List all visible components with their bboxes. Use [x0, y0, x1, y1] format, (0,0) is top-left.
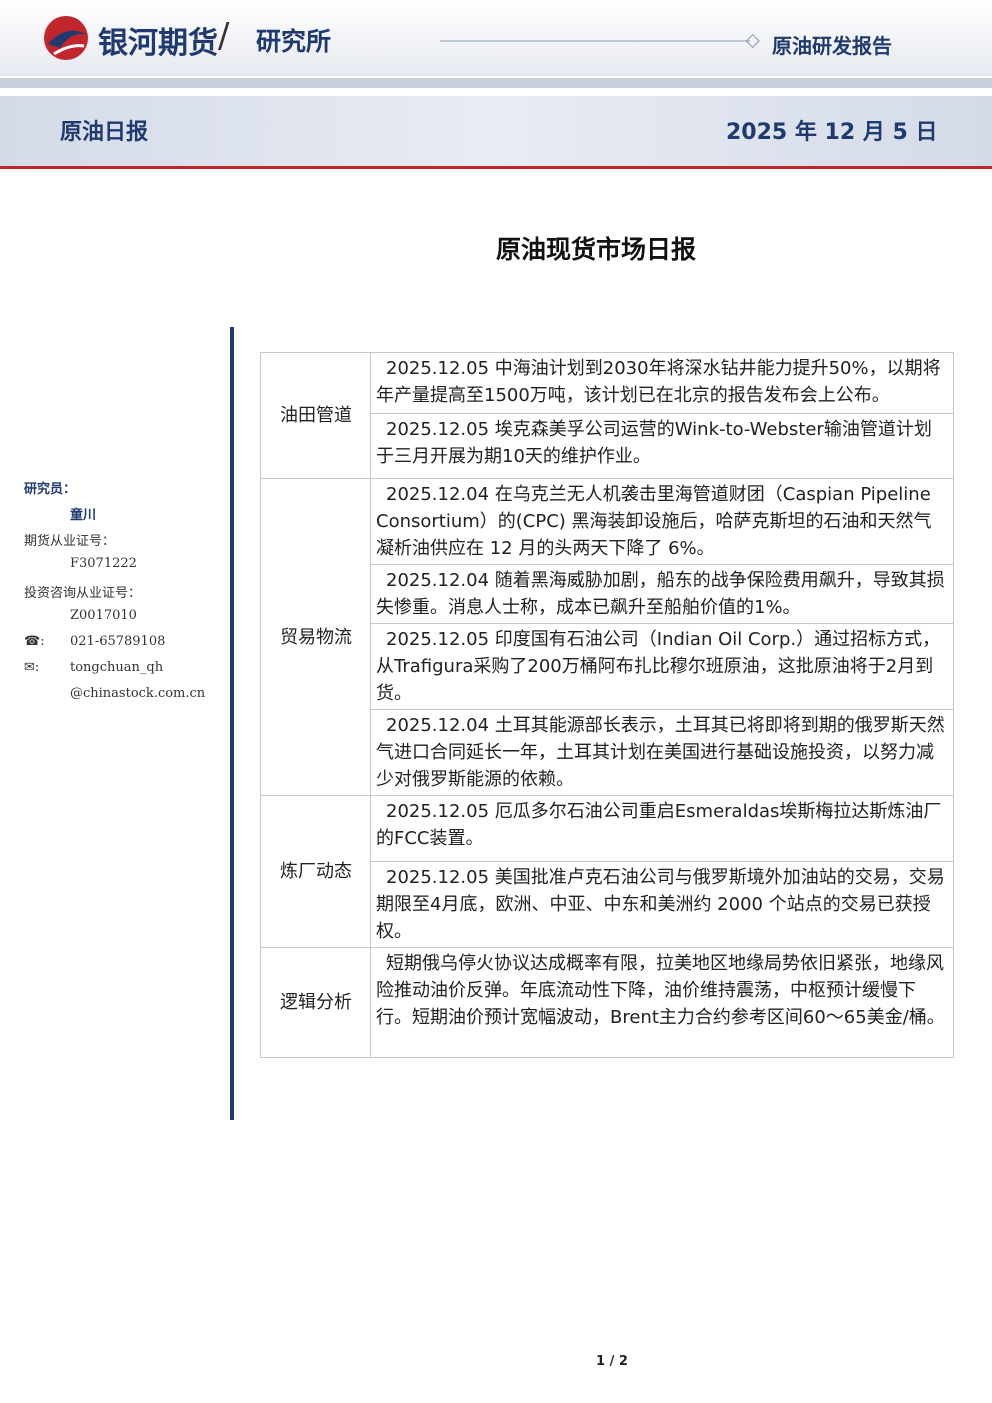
- logo: [44, 16, 88, 60]
- sidebar-line: 021-65789108: [70, 634, 166, 649]
- sidebar-line: 期货从业证号：: [24, 534, 116, 549]
- news-table: 油田管道 2025.12.05 中海油计划到2030年将深水钻井能力提升50%，以…: [260, 352, 954, 1058]
- category-cell: 炼厂动态: [260, 795, 371, 948]
- sidebar-line: 研究员：: [24, 482, 77, 497]
- item-cell: 2025.12.04 在乌克兰无人机袭击里海管道财团（Caspian Pipel…: [370, 478, 954, 565]
- item-cell: 2025.12.05 印度国有石油公司（Indian Oil Corp.）通过招…: [370, 623, 954, 710]
- table-row: 2025.12.04 随着黑海威胁加剧，船东的战争保险费用飙升，导致其损失惨重。…: [261, 564, 954, 624]
- item-cell: 短期俄乌停火协议达成概率有限，拉美地区地缘局势依旧紧张，地缘风险推动油价反弹。年…: [370, 947, 954, 1058]
- table-row: 炼厂动态 2025.12.05 厄瓜多尔石油公司重启Esmeraldas埃斯梅拉达…: [260, 795, 954, 948]
- sidebar-line: Z0017010: [70, 608, 137, 623]
- table-row: 2025.12.04 土耳其能源部长表示，土耳其已将即将到期的俄罗斯天然气进口合…: [261, 709, 954, 796]
- brand: 银河期货: [98, 26, 218, 61]
- item-cell: 2025.12.05 美国批准卢克石油公司与俄罗斯境外加油站的交易，交易期限至4…: [370, 861, 954, 948]
- sidebar-line: 投资咨询从业证号：: [24, 586, 142, 601]
- item-cell: 2025.12.05 埃克森美孚公司运营的Wink-to-Webster输油管道…: [370, 413, 954, 479]
- sidebar-line: ☎:: [24, 634, 45, 649]
- institute: 研究所: [256, 27, 332, 56]
- sidebar-line: F3071222: [70, 556, 137, 571]
- banner: [0, 96, 992, 169]
- report-type: 原油研发报告: [772, 34, 892, 58]
- sidebar-line: tongchuan_qh: [70, 660, 164, 675]
- table-row: 油田管道 2025.12.05 中海油计划到2030年将深水钻井能力提升50%，以…: [260, 352, 954, 479]
- banner-title: 原油日报: [60, 120, 149, 145]
- category-cell: 贸易物流: [260, 478, 371, 796]
- header-rule: [440, 34, 760, 48]
- category-cell: 油田管道: [260, 352, 371, 479]
- table-row: 2025.12.05 美国批准卢克石油公司与俄罗斯境外加油站的交易，交易期限至4…: [261, 861, 954, 948]
- separator: /: [218, 16, 230, 56]
- banner-date: 2025 年 12 月 5 日: [726, 120, 938, 145]
- table-row: 2025.12.05 埃克森美孚公司运营的Wink-to-Webster输油管道…: [261, 413, 954, 479]
- page-number: 1 / 2: [596, 1354, 628, 1369]
- document-title: 原油现货市场日报: [495, 235, 696, 264]
- sidebar-line: @chinastock.com.cn: [70, 686, 206, 701]
- item-cell: 2025.12.05 厄瓜多尔石油公司重启Esmeraldas埃斯梅拉达斯炼油厂…: [370, 795, 954, 862]
- item-cell: 2025.12.04 随着黑海威胁加剧，船东的战争保险费用飙升，导致其损失惨重。…: [370, 564, 954, 624]
- sidebar-line: ✉:: [24, 660, 40, 675]
- table-row: 贸易物流 2025.12.04 在乌克兰无人机袭击里海管道财团（Caspian P…: [260, 478, 954, 796]
- header-stripe: [0, 78, 992, 88]
- sidebar-line: 童川: [70, 508, 97, 523]
- table-body: 油田管道 2025.12.05 中海油计划到2030年将深水钻井能力提升50%，以…: [260, 352, 954, 1058]
- category-cell: 逻辑分析: [260, 947, 371, 1058]
- divider: [230, 327, 234, 1120]
- table-row: 逻辑分析 短期俄乌停火协议达成概率有限，拉美地区地缘局势依旧紧张，地缘风险推动油价…: [260, 947, 954, 1058]
- item-cell: 2025.12.05 中海油计划到2030年将深水钻井能力提升50%，以期将年产…: [370, 352, 954, 414]
- header-band: [0, 0, 992, 76]
- item-cell: 2025.12.04 土耳其能源部长表示，土耳其已将即将到期的俄罗斯天然气进口合…: [370, 709, 954, 796]
